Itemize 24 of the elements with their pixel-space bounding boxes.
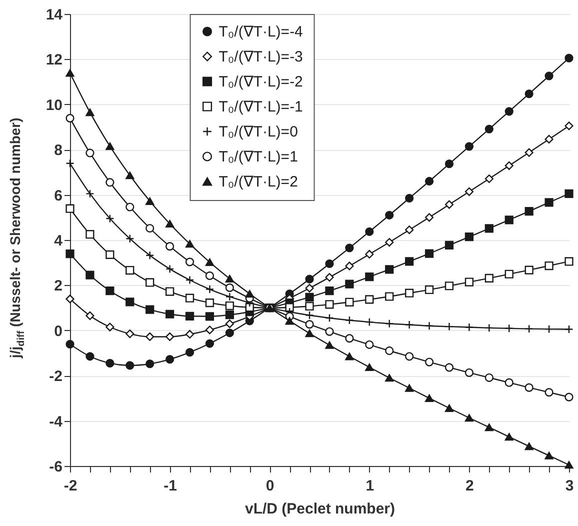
y-tick-label: 2 — [54, 278, 62, 295]
y-tick-label: 6 — [54, 187, 62, 204]
legend-label: T₀/(∇T·L)=-3 — [218, 48, 303, 66]
y-tick-label: 0 — [54, 322, 62, 340]
y-tick-label: -4 — [49, 413, 64, 430]
x-tick-label: -1 — [164, 478, 177, 494]
x-axis-title: vL/D (Peclet number) — [244, 500, 396, 518]
legend-label: T₀/(∇T·L)=-2 — [218, 74, 303, 90]
y-tick-label: -2 — [49, 368, 62, 386]
legend-label: T₀/(∇T·L)=-1 — [218, 98, 303, 116]
legend-label: T₀/(∇T·L)=1 — [218, 148, 298, 166]
y-tick-label: 10 — [46, 96, 62, 114]
x-tick-label: 0 — [266, 478, 274, 494]
x-tick-label: 2 — [466, 478, 474, 494]
x-tick-label: 1 — [366, 478, 374, 494]
y-tick-label: 12 — [46, 52, 62, 69]
x-tick-label: 3 — [565, 478, 574, 494]
legend-label: T₀/(∇T·L)=2 — [218, 174, 298, 190]
legend-label: T₀/(∇T·L)=-4 — [218, 24, 303, 40]
y-tick-label: 8 — [54, 142, 62, 160]
y-tick-label: -6 — [49, 458, 62, 476]
y-tick-label: 14 — [46, 6, 64, 24]
y-tick-label: 4 — [54, 232, 64, 250]
legend-label: T₀/(∇T·L)=0 — [218, 124, 298, 140]
